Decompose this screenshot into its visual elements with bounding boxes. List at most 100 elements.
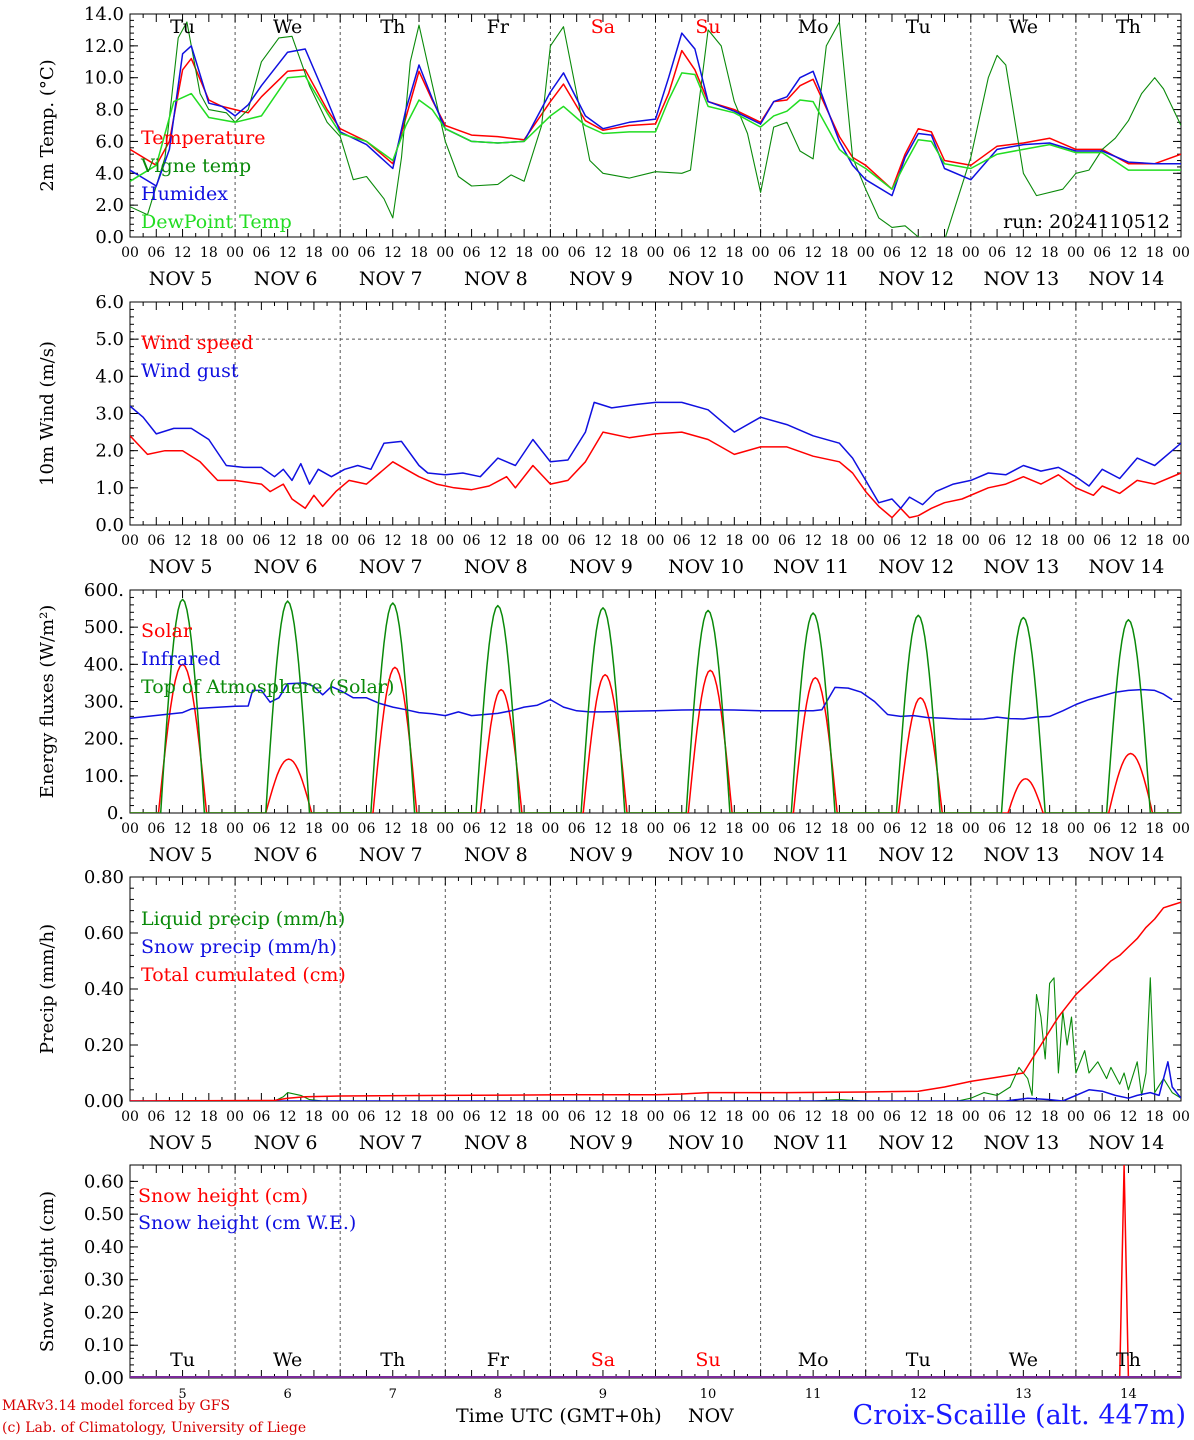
hour-label: 00 (121, 533, 139, 549)
hour-label: 00 (962, 245, 980, 261)
y-tick-label: 600. (84, 580, 124, 601)
day-number-label: 5 (178, 1387, 186, 1400)
date-label: NOV 9 (569, 1132, 633, 1154)
y-tick-label: 200. (84, 729, 124, 750)
date-label: NOV 10 (668, 556, 744, 578)
hour-label: 12 (174, 533, 192, 549)
hour-label: 00 (1067, 533, 1085, 549)
series-group (130, 901, 1181, 1101)
hour-label: 06 (463, 533, 481, 549)
date-label: NOV 12 (878, 556, 954, 578)
day-number-label: 10 (700, 1387, 717, 1400)
hour-label: 06 (883, 533, 901, 549)
hour-label: 12 (174, 245, 192, 261)
hour-label: 18 (515, 821, 533, 837)
hour-label: 18 (725, 1109, 743, 1125)
date-label: NOV 13 (983, 268, 1059, 290)
y-tick-label: 400. (84, 654, 124, 675)
hour-label: 18 (305, 1109, 323, 1125)
weekday-label: Th (380, 16, 405, 38)
series-group (130, 598, 1181, 813)
hour-label: 12 (909, 245, 927, 261)
hour-label: 18 (620, 1109, 638, 1125)
hour-label: 00 (541, 1109, 559, 1125)
hour-label: 00 (647, 533, 665, 549)
hour-label: 00 (541, 533, 559, 549)
y-axis-label: Energy fluxes (W/m²) (37, 605, 58, 799)
hour-label: 00 (647, 821, 665, 837)
date-label: NOV 11 (773, 1132, 849, 1154)
hour-label: 18 (410, 245, 428, 261)
hour-label: 00 (331, 1109, 349, 1125)
hour-label: 18 (200, 245, 218, 261)
weekday-label: We (1009, 1349, 1038, 1371)
hour-label: 00 (226, 821, 244, 837)
series-line-wind-speed (130, 431, 1181, 519)
y-tick-label: 6.0 (95, 131, 124, 152)
y-axis-label: Snow height (cm) (37, 1191, 58, 1352)
hour-label: 12 (1120, 245, 1138, 261)
hour-label: 18 (831, 1109, 849, 1125)
x-axis-title: Time UTC (GMT+0h) (456, 1405, 662, 1427)
hour-label: 12 (489, 1109, 507, 1125)
hour-label: 06 (147, 1109, 165, 1125)
hour-label: 00 (1067, 821, 1085, 837)
date-label: NOV 7 (359, 1132, 423, 1154)
legend-entry: Temperature (141, 127, 265, 149)
hour-label: 06 (252, 245, 270, 261)
date-label: NOV 11 (773, 268, 849, 290)
hour-label: 18 (200, 533, 218, 549)
hour-label: 12 (1014, 1109, 1032, 1125)
series-line-snow-precip-mm-h- (130, 1061, 1181, 1101)
y-tick-label: 14.0 (84, 4, 124, 25)
day-number-label: 14 (1120, 1387, 1137, 1400)
hour-label: 00 (541, 245, 559, 261)
day-number-label: 11 (805, 1387, 822, 1400)
hour-label: 00 (1067, 1109, 1085, 1125)
y-tick-label: 1.0 (95, 478, 124, 499)
y-tick-label: 6.0 (95, 292, 124, 313)
hour-label: 18 (410, 821, 428, 837)
hour-label: 12 (909, 1109, 927, 1125)
date-label: NOV 14 (1089, 1132, 1165, 1154)
date-label: NOV 6 (254, 556, 318, 578)
hour-label: 00 (1172, 821, 1190, 837)
hour-label: 06 (252, 1109, 270, 1125)
hour-label: 06 (988, 1109, 1006, 1125)
date-label: NOV 7 (359, 844, 423, 866)
weekday-label: Th (1116, 1349, 1141, 1371)
hour-label: 12 (489, 821, 507, 837)
y-tick-label: 0.80 (84, 867, 124, 888)
lab-credit: (c) Lab. of Climatology, University of L… (2, 1420, 307, 1436)
panel-energy: 0. 100. 200. 300. 400. 500. 600. Energy fluxes … (37, 580, 1190, 866)
hour-label: 00 (857, 1109, 875, 1125)
hour-label: 12 (1014, 245, 1032, 261)
day-number-label: 9 (599, 1387, 607, 1400)
series-line-wind-gust (130, 401, 1181, 510)
station-name: Croix-Scaille (alt. 447m) (852, 1400, 1186, 1431)
hour-label: 00 (541, 821, 559, 837)
hour-label: 12 (699, 821, 717, 837)
hour-label: 12 (279, 245, 297, 261)
legend-entry: Humidex (141, 183, 228, 205)
legend-entry: Wind gust (141, 360, 239, 382)
hour-label: 06 (1093, 533, 1111, 549)
hour-label: 12 (804, 1109, 822, 1125)
legend-entry: Top of Atmosphere (Solar) (141, 676, 394, 698)
y-tick-label: 300. (84, 692, 124, 713)
date-label: NOV 7 (359, 556, 423, 578)
y-tick-label: 8.0 (95, 100, 124, 121)
hour-label: 06 (988, 245, 1006, 261)
y-tick-label: 100. (84, 766, 124, 787)
hour-label: 06 (673, 533, 691, 549)
day-number-label: 13 (1015, 1387, 1032, 1400)
hour-label: 06 (252, 533, 270, 549)
date-label: NOV 12 (878, 268, 954, 290)
model-credit: MARv3.14 model forced by GFS (2, 1398, 231, 1414)
hour-label: 18 (305, 533, 323, 549)
date-label: NOV 8 (464, 268, 528, 290)
series-line-total-cumulated-cm- (130, 901, 1181, 1101)
hour-label: 12 (1120, 821, 1138, 837)
date-label: NOV 7 (359, 268, 423, 290)
hour-label: 06 (358, 533, 376, 549)
